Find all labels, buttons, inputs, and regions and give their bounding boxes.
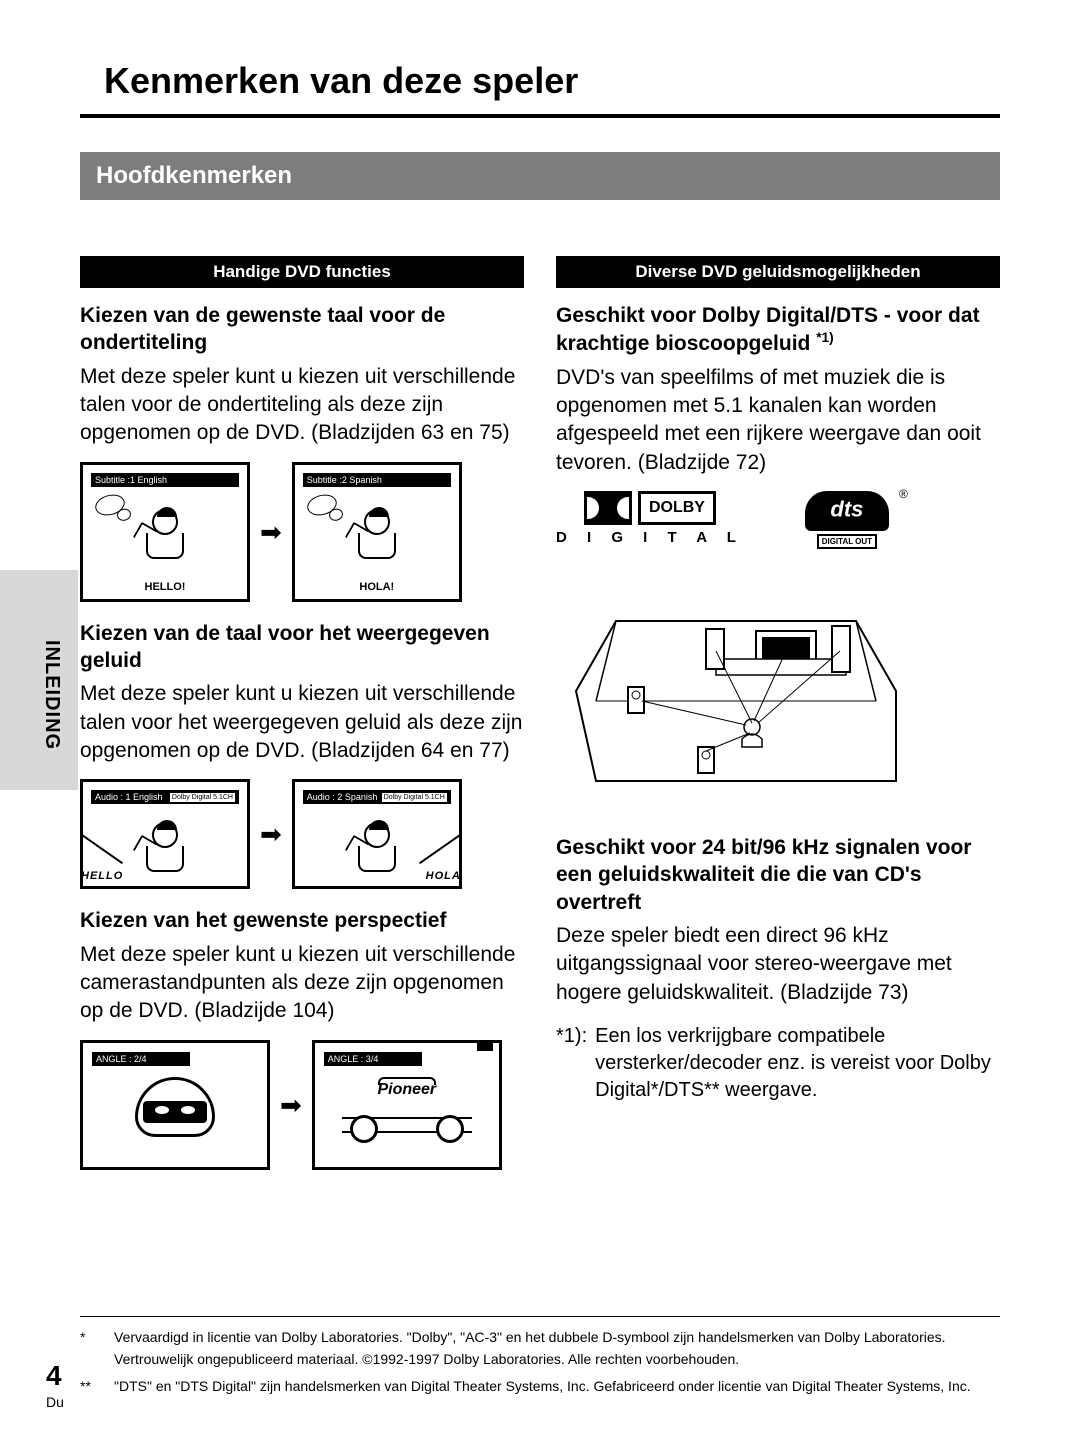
subtitle-lang-head: Kiezen van de gewenste taal voor de onde…: [80, 302, 524, 357]
arrow-right-icon: ➡: [280, 1092, 302, 1118]
osd-text: Audio : 1 English: [95, 792, 163, 802]
osd-bar: ANGLE : 3/4: [323, 1051, 423, 1067]
tv-audio-spanish: Audio : 2 Spanish Dolby Digital 5.1CH HO…: [292, 779, 462, 889]
footnote-text: "DTS" en "DTS Digital" zijn handelsmerke…: [114, 1376, 971, 1398]
language-code: Du: [46, 1394, 64, 1410]
caption: HELLO: [81, 870, 123, 882]
right-feature-label: Diverse DVD geluidsmogelijkheden: [556, 256, 1000, 288]
footnote-1: * Vervaardigd in licentie van Dolby Labo…: [80, 1327, 1000, 1370]
note-body: Een los verkrijgbare compatibele verster…: [595, 1023, 1000, 1104]
tv-subtitle-spanish: Subtitle :2 Spanish HOLA!: [292, 462, 462, 602]
codec-badge: Dolby Digital 5.1CH: [170, 793, 235, 802]
dolby-wordmark: DOLBY: [638, 491, 716, 525]
tv-subtitle-english: Subtitle :1 English HELLO!: [80, 462, 250, 602]
audio-lang-body: Met deze speler kunt u kiezen uit versch…: [80, 680, 524, 765]
dolby-body: DVD's van speelfilms of met muziek die i…: [556, 364, 1000, 477]
footnote-marker: **: [80, 1376, 102, 1398]
angle-head: Kiezen van het gewenste perspectief: [80, 907, 524, 934]
caption: HOLA!: [295, 581, 459, 593]
camera-icon: [477, 1043, 493, 1051]
osd-bar: ANGLE : 2/4: [91, 1051, 191, 1067]
tv-angle-car: ANGLE : 3/4 Pioneer: [312, 1040, 502, 1170]
dts-sub: DIGITAL OUT: [817, 534, 877, 549]
section-bar: Hoofdkenmerken: [80, 152, 1000, 200]
sidebar-section-label: INLEIDING: [40, 640, 63, 750]
two-column-layout: Handige DVD functies Kiezen van de gewen…: [80, 256, 1000, 1188]
osd-text: ANGLE : 2/4: [96, 1054, 147, 1064]
left-column: Handige DVD functies Kiezen van de gewen…: [80, 256, 524, 1188]
footnote-rule: [80, 1316, 1000, 1317]
dolby-digital-logo: DOLBY D I G I T A L: [556, 491, 744, 546]
sidebar-tab: [0, 570, 78, 790]
subtitle-illustration-row: Subtitle :1 English HELLO! ➡ Subtitle :2…: [80, 462, 524, 602]
footnote-marker: *: [80, 1327, 102, 1370]
caption: HOLA: [426, 870, 461, 882]
note-marker: *1):: [556, 1023, 587, 1104]
tv-audio-english: Audio : 1 English Dolby Digital 5.1CH HE…: [80, 779, 250, 889]
osd-bar: Audio : 2 Spanish Dolby Digital 5.1CH: [303, 790, 451, 804]
car-icon: Pioneer: [342, 1077, 472, 1147]
page-title: Kenmerken van deze speler: [104, 60, 1000, 102]
codec-badge: Dolby Digital 5.1CH: [382, 793, 447, 802]
person-icon: [146, 822, 184, 872]
footnote-2: ** "DTS" en "DTS Digital" zijn handelsme…: [80, 1376, 1000, 1398]
dts-logo: ® dts DIGITAL OUT: [792, 491, 902, 549]
brand-label: Pioneer: [377, 1081, 436, 1099]
osd-text: ANGLE : 3/4: [328, 1054, 379, 1064]
angle-body: Met deze speler kunt u kiezen uit versch…: [80, 941, 524, 1026]
left-feature-label: Handige DVD functies: [80, 256, 524, 288]
callout-line: [419, 834, 461, 864]
helmet-icon: [130, 1077, 220, 1147]
dolby-d-icon: [608, 491, 632, 525]
osd-text: Audio : 2 Spanish: [307, 792, 378, 802]
hires-head: Geschikt voor 24 bit/96 kHz signalen voo…: [556, 834, 1000, 916]
superscript-ref: *1): [816, 330, 833, 345]
osd-bar: Audio : 1 English Dolby Digital 5.1CH: [91, 790, 239, 804]
person-icon: [146, 509, 184, 559]
inline-footnote: *1): Een los verkrijgbare compatibele ve…: [556, 1023, 1000, 1104]
angle-illustration-row: ANGLE : 2/4 ➡ ANGLE : 3/4 Pioneer: [80, 1040, 524, 1170]
dolby-head-text: Geschikt voor Dolby Digital/DTS - voor d…: [556, 304, 980, 355]
surround-room-diagram: [556, 571, 916, 801]
title-rule: [80, 114, 1000, 118]
page-number: 4: [46, 1360, 64, 1392]
speech-bubble-icon: [93, 491, 127, 518]
speech-bubble-icon: [305, 491, 339, 518]
person-icon: [358, 822, 396, 872]
right-column: Diverse DVD geluidsmogelijkheden Geschik…: [556, 256, 1000, 1188]
caption: HELLO!: [83, 581, 247, 593]
osd-bar: Subtitle :2 Spanish: [303, 473, 451, 487]
footnote-area: * Vervaardigd in licentie van Dolby Labo…: [80, 1316, 1000, 1398]
audio-illustration-row: Audio : 1 English Dolby Digital 5.1CH HE…: [80, 779, 524, 889]
person-icon: [358, 509, 396, 559]
hires-body: Deze speler biedt een direct 96 kHz uitg…: [556, 922, 1000, 1007]
callout-line: [81, 834, 123, 864]
dolby-sub: D I G I T A L: [556, 529, 744, 546]
audio-lang-head: Kiezen van de taal voor het weergegeven …: [80, 620, 524, 675]
tv-angle-driver: ANGLE : 2/4: [80, 1040, 270, 1170]
dolby-d-icon: [584, 491, 608, 525]
arrow-right-icon: ➡: [260, 519, 282, 545]
arrow-right-icon: ➡: [260, 821, 282, 847]
registered-icon: ®: [899, 487, 908, 501]
logos-row: DOLBY D I G I T A L ® dts DIGITAL OUT: [556, 491, 1000, 549]
osd-bar: Subtitle :1 English: [91, 473, 239, 487]
footnote-text: Vervaardigd in licentie van Dolby Labora…: [114, 1327, 1000, 1370]
subtitle-lang-body: Met deze speler kunt u kiezen uit versch…: [80, 363, 524, 448]
dts-text: dts: [830, 497, 863, 523]
dolby-head: Geschikt voor Dolby Digital/DTS - voor d…: [556, 302, 1000, 358]
page-number-block: 4 Du: [46, 1360, 64, 1410]
